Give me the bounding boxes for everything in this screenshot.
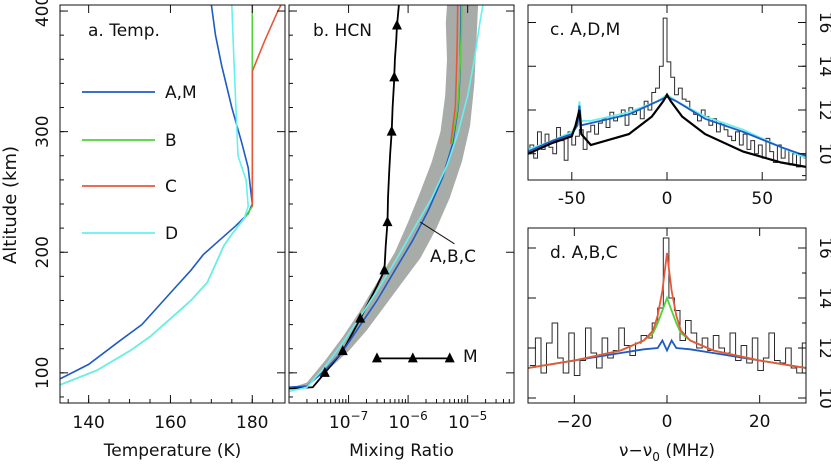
series-line-d bbox=[289, 5, 484, 393]
y-tick-label: 100 bbox=[33, 357, 53, 389]
model-line-a bbox=[528, 95, 806, 157]
panel-a: 100 200 300 400 140 160 180 Temperature (K) a. T… bbox=[33, 0, 286, 461]
legend-marker bbox=[371, 352, 382, 363]
y-tick-label: 14 bbox=[815, 55, 831, 77]
y-axis-label: Altitude (km) bbox=[0, 146, 21, 264]
x-axis-label: Mixing Ratio bbox=[349, 441, 454, 461]
data-marker bbox=[389, 71, 400, 82]
data-marker bbox=[337, 345, 348, 356]
series-line-a bbox=[289, 5, 462, 388]
x-tick-label: 0 bbox=[662, 189, 673, 209]
panel-title: d. A,B,C bbox=[550, 243, 618, 263]
plot-area bbox=[528, 17, 806, 168]
legend-label: D bbox=[165, 224, 178, 244]
uncertainty-band bbox=[289, 5, 479, 390]
model-line-a bbox=[528, 338, 806, 369]
x-axis-label: Temperature (K) bbox=[103, 441, 242, 461]
y-tick-label: 10 bbox=[815, 387, 831, 409]
plot-area bbox=[289, 5, 484, 393]
x-tick-label: 10−7 bbox=[329, 409, 368, 433]
panel-b: 10−7 10−6 10−5 Mixing Ratio b. HCN A,B,C M bbox=[288, 4, 515, 461]
series-line-am bbox=[60, 5, 254, 380]
series-line-c bbox=[449, 5, 459, 144]
x-tick-label: 50 bbox=[751, 189, 773, 209]
panel-title: b. HCN bbox=[313, 21, 372, 41]
series-line-d bbox=[60, 5, 250, 386]
data-marker bbox=[382, 216, 393, 227]
series-line-c bbox=[251, 5, 282, 207]
y-tick-label: 200 bbox=[33, 236, 53, 268]
y-tick-label: 10 bbox=[815, 143, 831, 165]
data-marker bbox=[391, 19, 402, 30]
axes-frame bbox=[59, 4, 286, 404]
data-marker bbox=[386, 125, 397, 136]
series-line-b bbox=[450, 5, 463, 144]
panel-c: -50 0 50 10 12 14 16 c. A,D,M bbox=[527, 4, 831, 209]
x-tick-label: 20 bbox=[749, 412, 771, 432]
data-marker bbox=[319, 366, 330, 377]
x-tick-label: 10−6 bbox=[388, 409, 427, 433]
annotation-abc: A,B,C bbox=[430, 247, 476, 267]
x-tick-label: 180 bbox=[236, 413, 268, 433]
x-tick-label: 160 bbox=[154, 413, 186, 433]
x-tick-label: -50 bbox=[558, 189, 586, 209]
series-line-m bbox=[289, 5, 400, 390]
annotation-pointer bbox=[419, 221, 455, 245]
plot-area bbox=[528, 237, 806, 376]
y-tick-label: 400 bbox=[33, 0, 53, 27]
y-tick-label: 12 bbox=[815, 337, 831, 359]
y-tick-label: 14 bbox=[815, 287, 831, 309]
annotation-m: M bbox=[463, 347, 478, 367]
series-line-b bbox=[60, 5, 254, 386]
model-line-m bbox=[528, 92, 806, 168]
model-line-d bbox=[528, 93, 806, 159]
plot-area bbox=[60, 5, 282, 386]
panel-title: c. A,D,M bbox=[550, 20, 620, 40]
y-tick-label: 300 bbox=[33, 115, 53, 147]
model-line-c bbox=[528, 252, 806, 369]
legend-label: A,M bbox=[165, 83, 197, 103]
observed-spectrum bbox=[528, 17, 806, 168]
data-marker bbox=[379, 264, 390, 275]
panel-title: a. Temp. bbox=[88, 21, 160, 41]
legend-marker bbox=[407, 352, 418, 363]
legend-label: B bbox=[165, 131, 177, 151]
y-tick-label: 12 bbox=[815, 99, 831, 121]
axes-frame bbox=[288, 4, 515, 404]
panel-d: −20 0 20 10 12 14 16 d. A,B,C ν−ν0 (MHz) bbox=[527, 227, 831, 464]
x-tick-label: 0 bbox=[662, 412, 673, 432]
legend-label: C bbox=[165, 177, 177, 197]
legend-marker bbox=[444, 352, 455, 363]
y-tick-label: 16 bbox=[815, 12, 831, 34]
x-axis-label: ν−ν0 (MHz) bbox=[619, 441, 715, 464]
x-tick-label: 10−5 bbox=[448, 409, 487, 433]
x-tick-label: −20 bbox=[556, 412, 592, 432]
y-tick-label: 16 bbox=[815, 237, 831, 259]
x-tick-label: 140 bbox=[72, 413, 104, 433]
data-marker bbox=[355, 312, 366, 323]
